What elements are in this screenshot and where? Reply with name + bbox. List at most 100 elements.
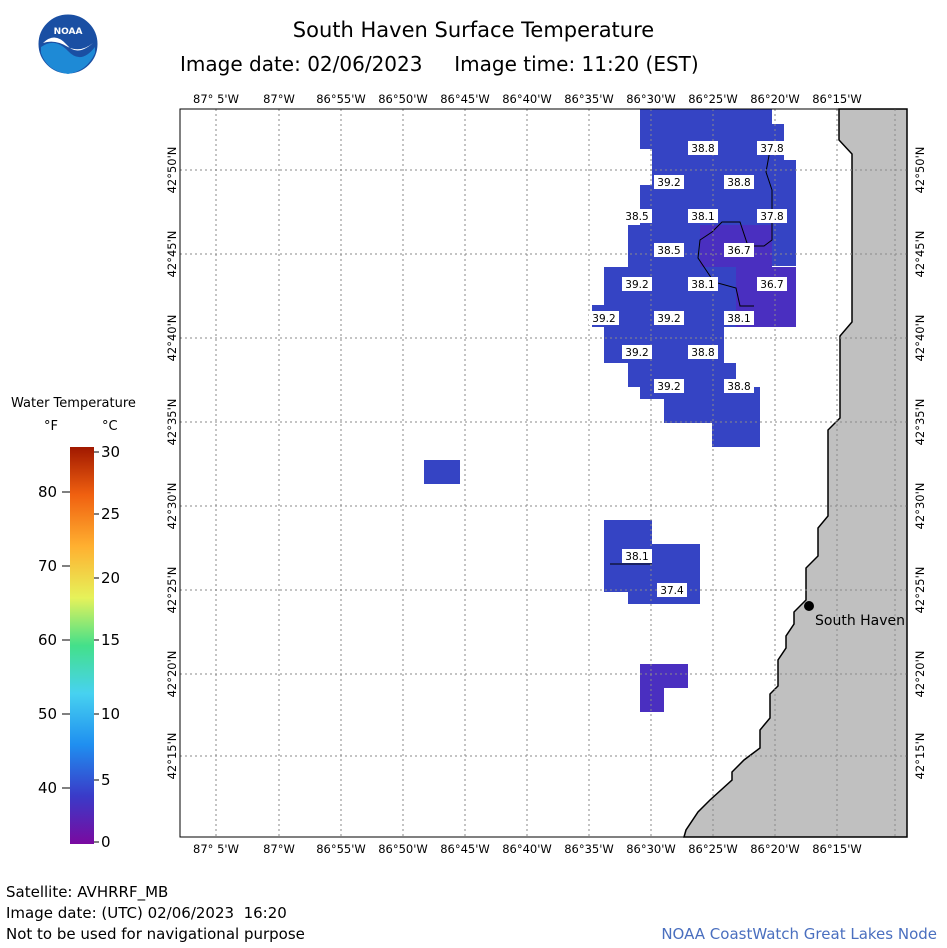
temperature-label-bg (589, 311, 619, 325)
temperature-label-bg (654, 175, 684, 189)
lat-label-right: 42°30'N (913, 483, 927, 530)
temperature-labels: 38.8 37.8 39.2 38.8 38.5 38.1 37.8 38.5 36.7 39.2… (589, 141, 787, 597)
lon-label-top: 86°40'W (502, 92, 552, 106)
temperature-label: 38.8 (724, 175, 754, 189)
lon-label-bottom: 86°40'W (502, 842, 552, 856)
isotherm-lines (610, 149, 773, 565)
lon-label-bottom: 86°30'W (626, 842, 676, 856)
temperature-label-bg (724, 379, 754, 393)
lat-label-left: 42°30'N (165, 483, 179, 530)
temperature-label: 38.5 (622, 209, 652, 223)
lon-label-top: 86°30'W (626, 92, 676, 106)
legend-c-tick: 25 (101, 505, 120, 523)
map-title: South Haven Surface Temperature (292, 18, 655, 42)
temperature-label: 36.7 (724, 243, 754, 257)
temperature-label: 37.8 (757, 141, 787, 155)
lon-label-bottom: 86°45'W (440, 842, 490, 856)
legend-c-tick: 5 (101, 771, 111, 789)
lon-label-top: 87°W (263, 92, 295, 106)
temperature-label-bg (622, 209, 652, 223)
temperature-label-bg (622, 345, 652, 359)
temperature-value: 38.5 (657, 245, 680, 257)
lat-label-left: 42°35'N (165, 399, 179, 446)
temperature-label-bg (688, 345, 718, 359)
temperature-value: 38.8 (691, 143, 714, 155)
temperature-label-bg (724, 311, 754, 325)
credit: NOAA CoastWatch Great Lakes Node (661, 925, 937, 943)
temperature-value: 36.7 (727, 245, 750, 257)
lon-label-bottom: 87° 5'W (193, 842, 239, 856)
lat-label-right: 42°20'N (913, 651, 927, 698)
map-grid (180, 109, 907, 837)
place-label: South Haven (815, 613, 905, 629)
temperature-label: 39.2 (654, 379, 684, 393)
lon-label-bottom: 87°W (263, 842, 295, 856)
lon-label-bottom: 86°35'W (564, 842, 614, 856)
legend-unit-f: °F (44, 419, 58, 434)
lat-label-right: 42°35'N (913, 399, 927, 446)
lon-label-top: 86°45'W (440, 92, 490, 106)
temperature-value: 39.2 (625, 347, 648, 359)
legend-f-tick: 70 (38, 557, 57, 575)
temperature-label: 37.4 (657, 583, 687, 597)
temperature-label: 38.1 (622, 549, 652, 563)
legend-unit-c: °C (102, 419, 118, 434)
legend-color-bar (70, 447, 94, 844)
utc-date: Image date: (UTC) 02/06/2023 16:20 (6, 904, 287, 922)
temperature-label: 39.2 (589, 311, 619, 325)
lat-label-right: 42°15'N (913, 733, 927, 780)
lon-label-top: 86°55'W (316, 92, 366, 106)
temperature-label: 38.8 (688, 345, 718, 359)
lon-label-bottom: 86°20'W (750, 842, 800, 856)
lat-label-left: 42°15'N (165, 733, 179, 780)
temperature-value: 38.1 (691, 211, 714, 223)
legend-f-tick: 60 (38, 631, 57, 649)
temperature-value: 37.8 (760, 143, 783, 155)
legend-c-tick: 0 (101, 833, 111, 851)
temperature-label: 38.8 (688, 141, 718, 155)
temperature-label-bg (688, 277, 718, 291)
temperature-label-bg (688, 141, 718, 155)
legend-f-tick: 40 (38, 779, 57, 797)
lon-label-top: 87° 5'W (193, 92, 239, 106)
temperature-label: 38.5 (654, 243, 684, 257)
temperature-label-bg (688, 209, 718, 223)
land-shoreline (683, 108, 908, 838)
temperature-label: 36.7 (757, 277, 787, 291)
logo-text: NOAA (54, 27, 83, 37)
temperature-value: 38.1 (727, 313, 750, 325)
temperature-label: 39.2 (654, 311, 684, 325)
temperature-label: 39.2 (622, 345, 652, 359)
lat-label-right: 42°50'N (913, 147, 927, 194)
temperature-value: 38.5 (625, 211, 648, 223)
temperature-label-bg (654, 243, 684, 257)
disclaimer: Not to be used for navigational purpose (6, 925, 305, 943)
lon-label-bottom: 86°15'W (812, 842, 862, 856)
lat-label-left: 42°40'N (165, 315, 179, 362)
temperature-value: 38.8 (727, 177, 750, 189)
legend-f-tick: 80 (38, 483, 57, 501)
temperature-label: 37.8 (757, 209, 787, 223)
temperature-label-bg (724, 243, 754, 257)
temperature-value: 39.2 (657, 313, 680, 325)
lon-label-top: 86°50'W (378, 92, 428, 106)
temperature-label-bg (622, 549, 652, 563)
map-frame (179, 108, 908, 838)
noaa-logo-icon: NOAA (37, 13, 99, 75)
legend-c-tick: 10 (101, 705, 120, 723)
temperature-value: 39.2 (657, 177, 680, 189)
temperature-label-bg (657, 583, 687, 597)
lon-label-bottom: 86°55'W (316, 842, 366, 856)
temperature-label-bg (654, 311, 684, 325)
temperature-value: 38.8 (691, 347, 714, 359)
lon-label-bottom: 86°25'W (688, 842, 738, 856)
legend-c-tick: 20 (101, 569, 120, 587)
temperature-value: 37.8 (760, 211, 783, 223)
lon-label-top: 86°25'W (688, 92, 738, 106)
temperature-label: 39.2 (654, 175, 684, 189)
legend-title: Water Temperature (11, 396, 136, 411)
temperature-value: 38.1 (691, 279, 714, 291)
temperature-label-bg (757, 141, 787, 155)
temperature-label-bg (622, 277, 652, 291)
